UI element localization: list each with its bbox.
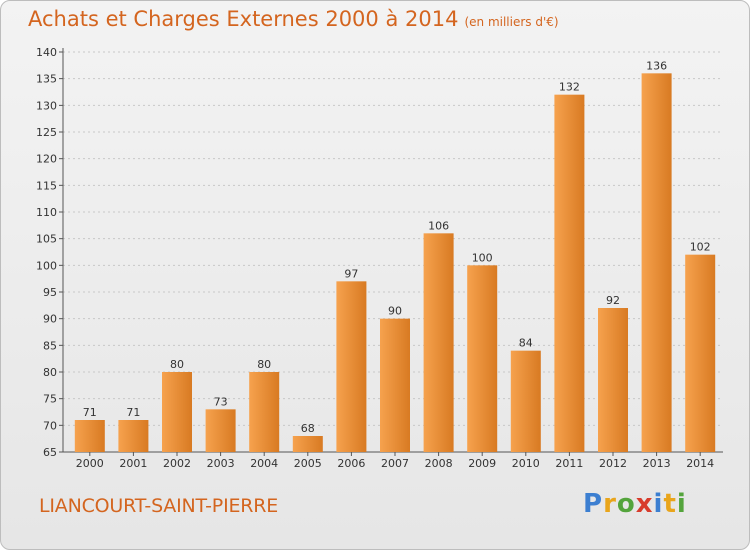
y-tick-label: 110: [36, 206, 57, 219]
y-tick-label: 70: [43, 419, 57, 432]
bar-2007: [380, 318, 410, 452]
x-tick-label-2012: 2012: [599, 457, 627, 470]
commune-name: LIANCOURT-SAINT-PIERRE: [39, 495, 279, 517]
y-tick-label: 115: [36, 179, 57, 192]
brand-letter: P: [583, 489, 604, 519]
x-tick-label-2000: 2000: [76, 457, 104, 470]
y-tick-label: 95: [43, 286, 57, 299]
bar-2009: [467, 265, 498, 452]
x-tick-label-2004: 2004: [250, 457, 278, 470]
x-tick-label-2005: 2005: [294, 457, 322, 470]
y-tick-label: 105: [36, 233, 57, 246]
y-tick-label: 120: [36, 153, 57, 166]
x-tick-label-2011: 2011: [555, 457, 583, 470]
data-label-2000: 71: [83, 406, 97, 419]
data-label-2009: 100: [472, 251, 493, 264]
y-tick-label: 100: [36, 259, 57, 272]
y-tick-label: 125: [36, 126, 57, 139]
brand-letter: i: [676, 489, 687, 519]
x-tick-label-2010: 2010: [512, 457, 540, 470]
brand-letter: x: [635, 489, 654, 519]
data-label-2001: 71: [126, 406, 140, 419]
y-tick-label: 65: [43, 446, 57, 459]
x-tick-label-2006: 2006: [337, 457, 365, 470]
data-label-2013: 136: [646, 59, 667, 72]
data-label-2005: 68: [301, 422, 315, 435]
brand-letter: o: [616, 489, 636, 519]
data-label-2002: 80: [170, 358, 184, 371]
data-label-2004: 80: [257, 358, 271, 371]
x-tick-label-2001: 2001: [119, 457, 147, 470]
chart-title-text: Achats et Charges Externes 2000 à 2014: [28, 7, 459, 31]
bar-2000: [74, 420, 105, 452]
data-label-2008: 106: [428, 219, 449, 232]
x-tick-label-2014: 2014: [686, 457, 714, 470]
bar-2002: [162, 372, 192, 452]
bar-2006: [336, 281, 367, 452]
x-tick-label-2007: 2007: [381, 457, 409, 470]
x-tick-label-2009: 2009: [468, 457, 496, 470]
bar-2014: [685, 254, 716, 452]
y-tick-label: 140: [36, 46, 57, 59]
y-tick-label: 75: [43, 393, 57, 406]
data-label-2012: 92: [606, 294, 620, 307]
bar-2001: [118, 420, 149, 452]
bar-2008: [423, 233, 454, 452]
data-labels: 71 71 80 73 80 68 97 90 106 100 84 132 92 136 102: [83, 59, 711, 435]
brand-logo[interactable]: Proxiti: [583, 489, 687, 519]
bar-2004: [249, 372, 280, 452]
bar-2012: [598, 308, 628, 452]
y-tick-label: 135: [36, 73, 57, 86]
x-tick-label-2013: 2013: [643, 457, 671, 470]
bar-2005: [292, 436, 323, 452]
y-tick-label: 90: [43, 313, 57, 326]
x-tick-label-2003: 2003: [207, 457, 235, 470]
data-label-2006: 97: [344, 267, 358, 280]
chart-title: Achats et Charges Externes 2000 à 2014 (e…: [28, 7, 559, 31]
bar-2003: [205, 409, 236, 452]
data-label-2014: 102: [690, 241, 711, 254]
bar-2010: [510, 350, 541, 452]
bar-2011: [554, 94, 585, 453]
brand-letter: t: [663, 489, 677, 519]
bar-2013: [641, 73, 672, 452]
bars: [74, 73, 716, 453]
x-tick-label-2008: 2008: [425, 457, 453, 470]
data-label-2010: 84: [519, 337, 533, 350]
chart-subtitle: (en milliers d'€): [464, 15, 559, 29]
brand-letter: r: [603, 489, 617, 519]
x-tick-label-2002: 2002: [163, 457, 191, 470]
data-label-2007: 90: [388, 305, 402, 318]
brand-letter: i: [653, 489, 664, 519]
data-label-2003: 73: [214, 395, 228, 408]
y-tick-label: 80: [43, 366, 57, 379]
y-tick-label: 85: [43, 339, 57, 352]
data-label-2011: 132: [559, 81, 580, 94]
y-tick-label: 130: [36, 99, 57, 112]
